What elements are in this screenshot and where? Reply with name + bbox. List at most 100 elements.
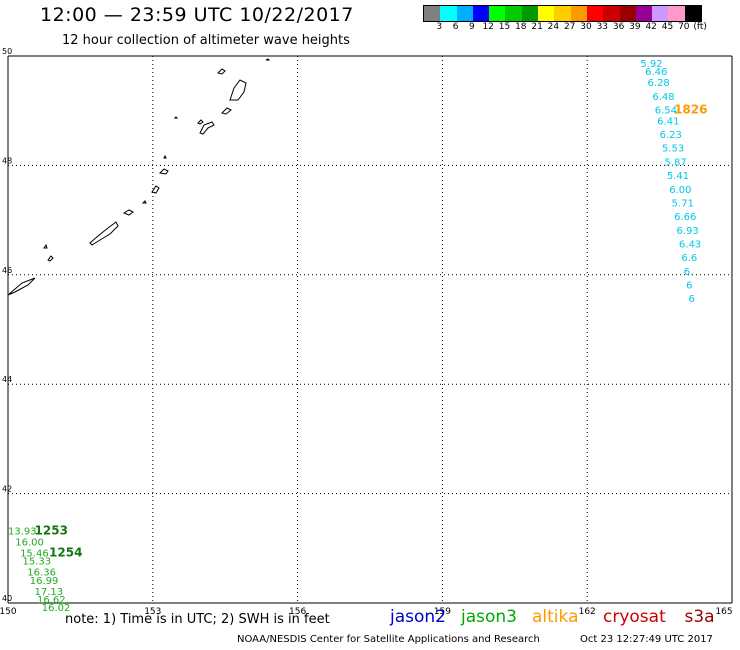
- legend-label: 18: [515, 22, 527, 32]
- legend-swatch: [586, 6, 604, 21]
- island-outline: [43, 243, 48, 249]
- island-outline: [173, 116, 179, 119]
- legend-swatch: [603, 6, 620, 21]
- longitude-tick-label: 150: [0, 607, 17, 617]
- longitude-tick-label: 165: [715, 607, 732, 617]
- latitude-tick-label: 46: [2, 266, 12, 275]
- wave-height-value: 16.00: [15, 538, 44, 549]
- legend-label: 21: [531, 22, 543, 32]
- color-legend: [423, 5, 703, 22]
- island-outline: [89, 221, 119, 246]
- latitude-tick-label: 40: [2, 594, 12, 603]
- legend-label: (ft): [693, 22, 707, 32]
- wave-height-value: 16.02: [42, 603, 71, 614]
- longitude-tick-label: 159: [434, 607, 451, 617]
- island-outline: [7, 277, 36, 296]
- island-outline: [163, 154, 167, 159]
- legend-swatch: [538, 6, 555, 21]
- island-outline: [158, 168, 169, 175]
- wave-height-value: 6.41: [657, 116, 679, 127]
- legend-label: 24: [547, 22, 560, 32]
- legend-label: 70: [678, 22, 690, 32]
- pass-time-label: 1826: [674, 102, 707, 116]
- wave-height-value: 13.93: [8, 527, 37, 538]
- legend-swatch: [668, 6, 685, 21]
- longitude-tick-label: 156: [289, 607, 306, 617]
- legend-label: 6: [452, 22, 459, 32]
- island-outline: [217, 68, 226, 75]
- island-outline: [197, 119, 204, 125]
- island-outline: [122, 209, 134, 216]
- island-outline: [151, 185, 160, 194]
- wave-height-value: 6.54: [655, 105, 677, 116]
- legend-swatch: [635, 6, 653, 21]
- wave-height-value: 6.93: [676, 226, 698, 237]
- wave-height-value: 5.53: [662, 144, 684, 155]
- legend-label: 12: [482, 22, 494, 32]
- legend-swatch: [554, 6, 571, 21]
- legend-label: 9: [469, 22, 475, 32]
- pass-time-label: 1254: [49, 546, 82, 560]
- generated-timestamp: Oct 23 12:27:49 UTC 2017: [580, 634, 713, 645]
- footnote: note: 1) Time is in UTC; 2) SWH is in fe…: [65, 612, 330, 627]
- legend-label: 42: [645, 22, 657, 32]
- wave-height-value: 6.66: [674, 212, 696, 223]
- wave-height-value: 6.6: [681, 253, 697, 264]
- legend-swatch: [619, 6, 636, 21]
- island-outline: [141, 200, 147, 204]
- island-outline: [199, 121, 215, 135]
- satellite-name: cryosat: [603, 607, 666, 627]
- wave-height-value: 15.33: [22, 557, 51, 568]
- wave-height-value: 17.13: [35, 587, 64, 598]
- legend-label: 27: [563, 22, 576, 32]
- wave-height-value: 15.46: [20, 549, 49, 560]
- latitude-tick-label: 42: [2, 485, 12, 494]
- legend-label: 45: [661, 22, 674, 32]
- legend-swatch: [652, 6, 669, 21]
- satellite-name: jason3: [461, 607, 517, 627]
- legend-label: 15: [498, 22, 511, 32]
- longitude-tick-label: 153: [144, 607, 161, 617]
- pass-time-label: 1253: [35, 524, 68, 538]
- legend-swatch: [684, 6, 702, 21]
- legend-swatch: [424, 6, 441, 21]
- legend-swatch: [570, 6, 587, 21]
- island-outline: [265, 58, 271, 61]
- wave-height-value: 16.62: [37, 595, 66, 606]
- wave-height-value: 16.36: [27, 568, 56, 579]
- altimeter-tracks: 5.926.466.28 6.48 6.546.41 6.23 5.53 5.87 5.41…: [8, 59, 707, 614]
- wave-height-value: 6.: [684, 267, 694, 278]
- longitude-tick-label: 162: [579, 607, 596, 617]
- latitude-tick-label: 48: [2, 156, 12, 165]
- wave-height-value: 6.43: [679, 239, 701, 250]
- satellite-name: jason2: [390, 607, 446, 627]
- wave-height-value: 16.99: [30, 576, 59, 587]
- legend-label: 39: [629, 22, 641, 32]
- wave-height-value: 6.46: [645, 67, 667, 78]
- latitude-tick-label: 50: [2, 47, 12, 56]
- legend-swatch: [472, 6, 490, 21]
- wave-height-value: 5.41: [667, 171, 689, 182]
- legend-swatch: [440, 6, 457, 21]
- legend-swatch: [505, 6, 522, 21]
- legend-swatch: [489, 6, 506, 21]
- legend-label: 30: [580, 22, 592, 32]
- latitude-tick-label: 44: [2, 375, 12, 384]
- axis-ticks: 150 153 156 159 162 165 40 42 44 46 48 50: [0, 47, 733, 617]
- island-outline: [229, 79, 247, 101]
- wave-height-value: 6: [686, 280, 692, 291]
- legend-swatch: [456, 6, 473, 21]
- island-outline: [47, 255, 54, 262]
- wave-height-value: 5.71: [672, 198, 694, 209]
- wave-height-value: 6.48: [652, 92, 674, 103]
- legend-label: 3: [436, 22, 443, 32]
- coastline: [7, 58, 271, 296]
- satellite-name: s3a: [684, 607, 715, 627]
- legend-label: 36: [612, 22, 625, 32]
- wave-height-value: 5.92: [640, 59, 662, 70]
- credit-line: NOAA/NESDIS Center for Satellite Applica…: [237, 634, 540, 645]
- map-subtitle: 12 hour collection of altimeter wave hei…: [62, 33, 350, 48]
- map-title: 12:00 — 23:59 UTC 10/22/2017: [40, 4, 354, 26]
- wave-height-value: 5.87: [664, 157, 686, 168]
